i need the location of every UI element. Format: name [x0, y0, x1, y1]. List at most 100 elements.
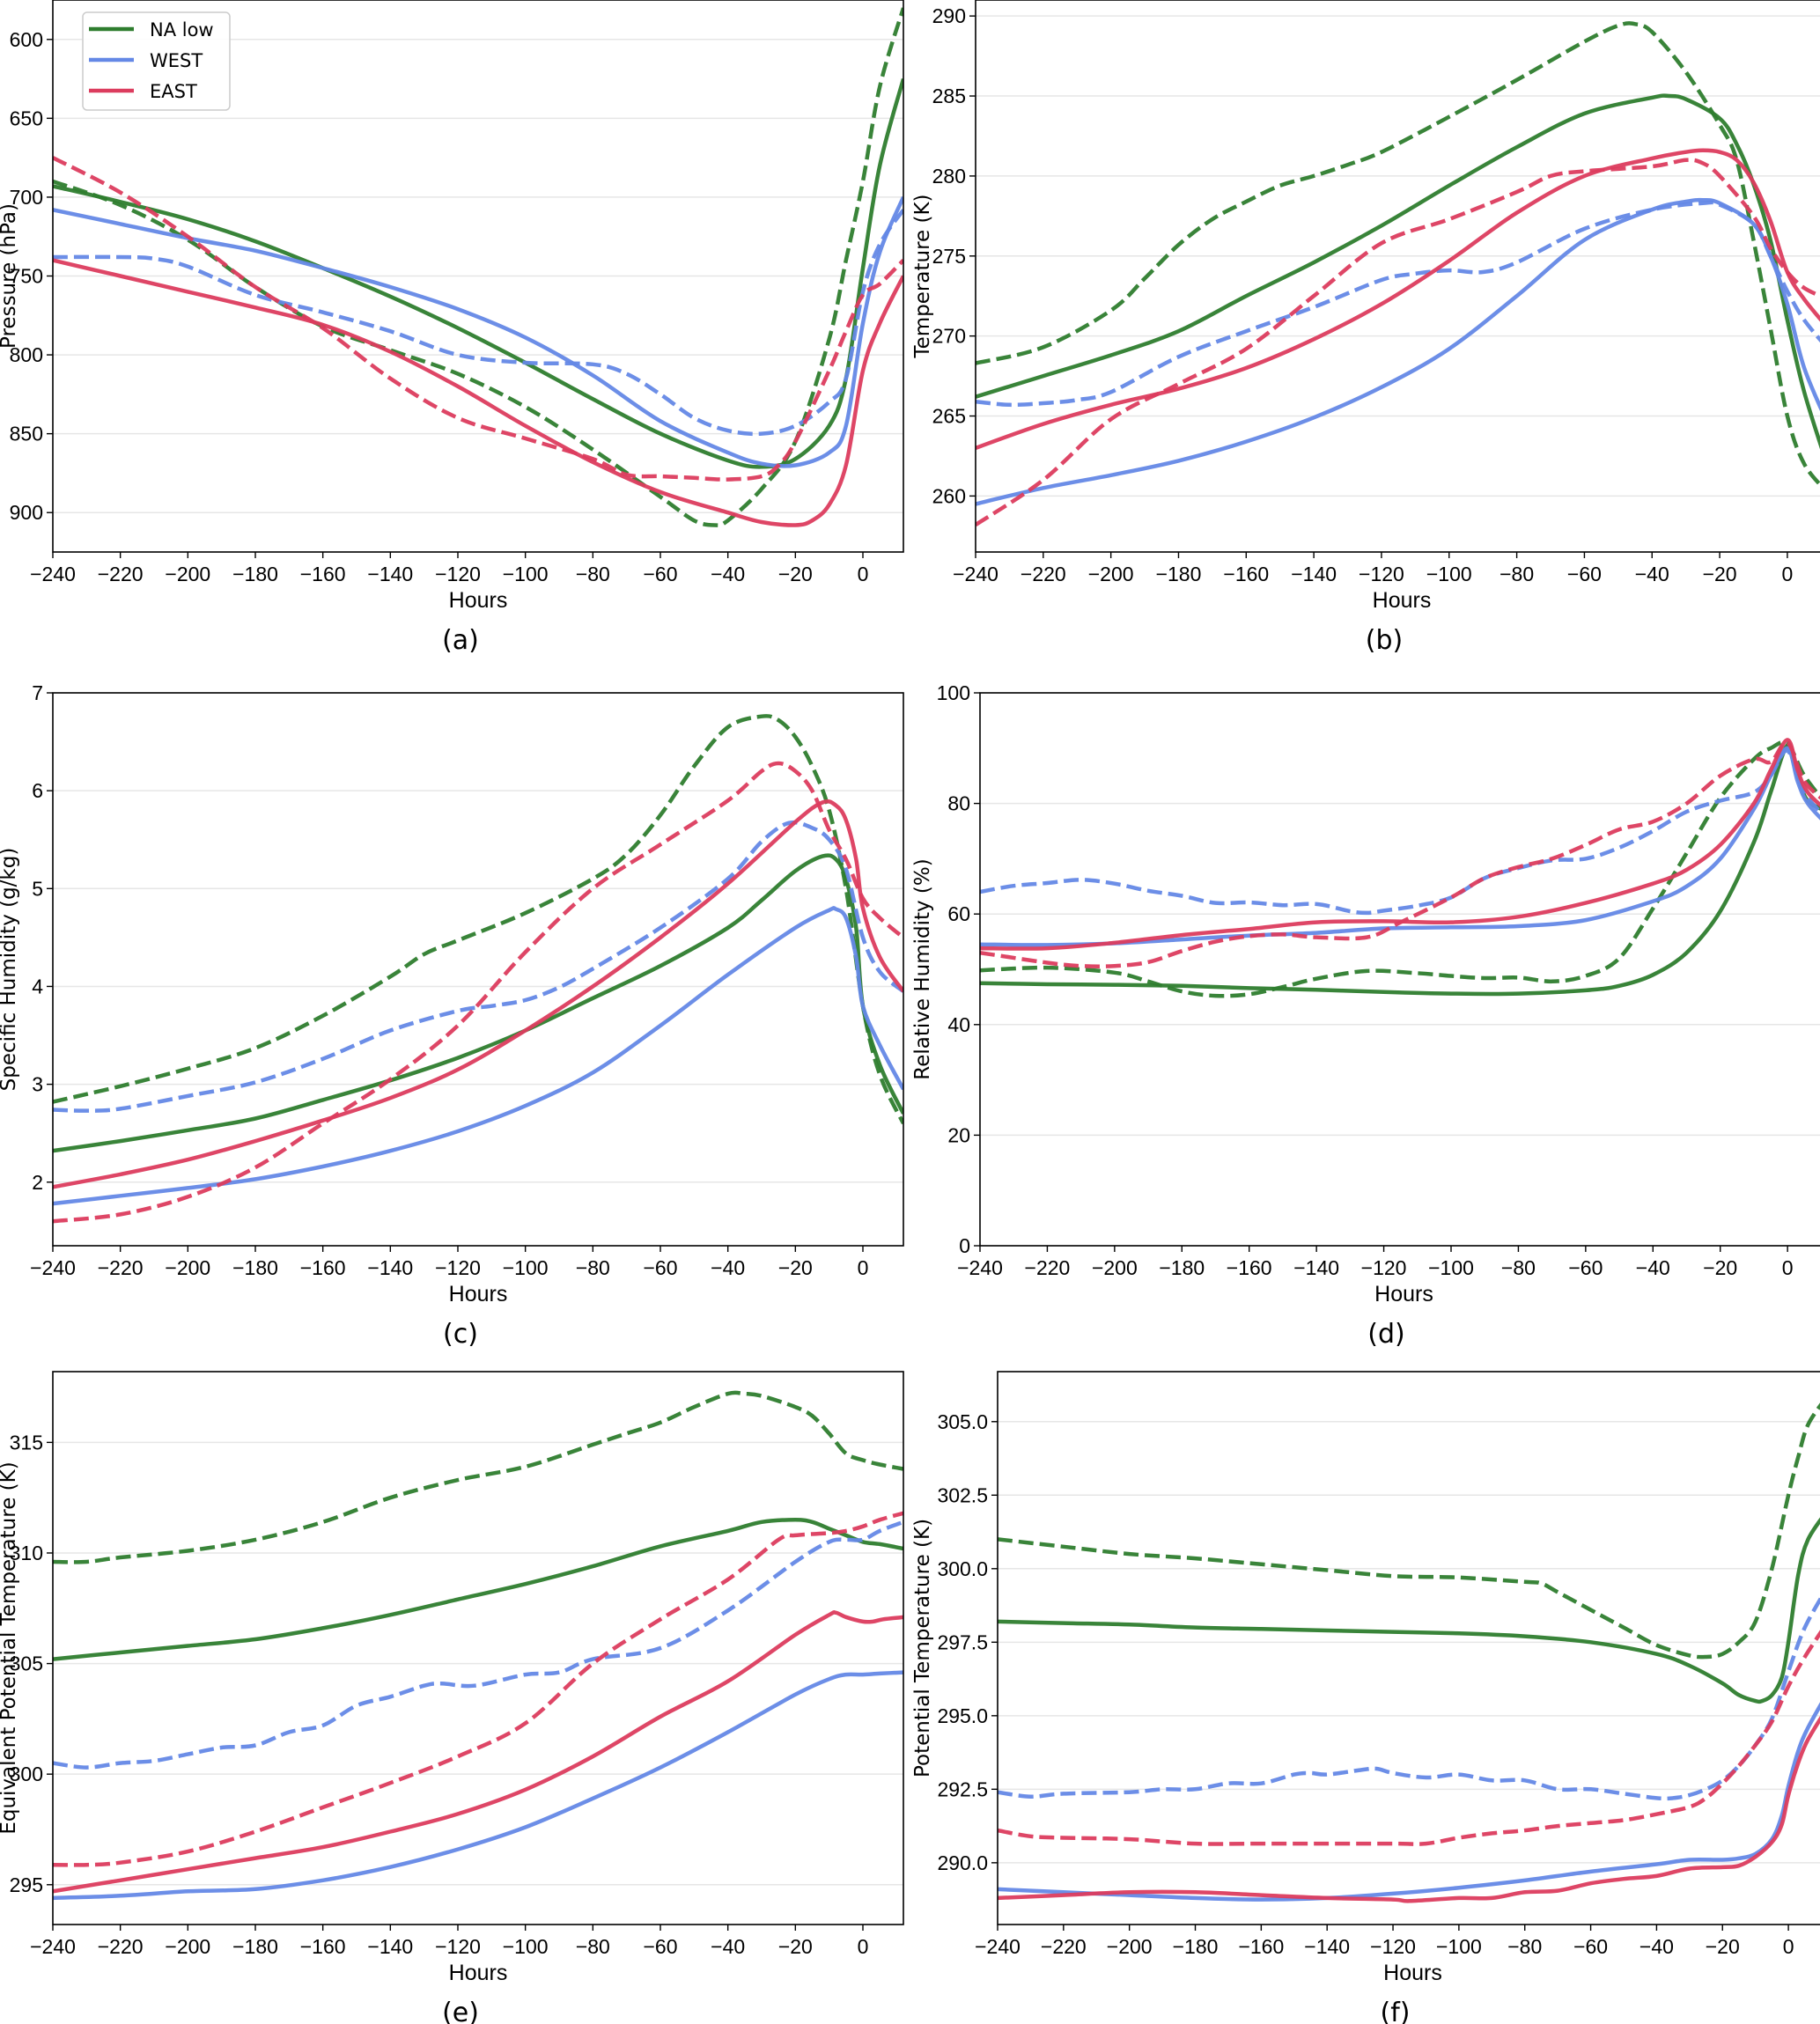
- panel-pressure: 600 650 700 750 800 850 900 −240 −220 −200 −180 −16…: [0, 0, 910, 678]
- x-axis-label: Hours: [1374, 1282, 1433, 1306]
- x-tick-label: 0: [858, 1256, 869, 1279]
- x-tick-label: −240: [975, 1935, 1021, 1958]
- x-tick-label: −200: [1107, 1935, 1153, 1958]
- x-tick-label: −20: [778, 1935, 813, 1958]
- y-tick-label: 290: [932, 4, 966, 27]
- x-tick-label: −60: [643, 1935, 677, 1958]
- y-tick-label: 7: [32, 681, 43, 704]
- x-tick-label: −180: [232, 563, 278, 585]
- y-axis-label: Relative Humidity (%): [911, 858, 934, 1079]
- x-axis-label: Hours: [449, 588, 508, 613]
- panel-potential-temperature: 290.0 292.5 295.0 297.5 300.0 302.5 305.0 −240−…: [910, 1356, 1820, 2024]
- x-tick-label: −220: [1021, 563, 1066, 585]
- x-axis-label: Hours: [449, 1282, 508, 1306]
- series-line-na-low-dashed: [53, 1390, 903, 1564]
- plot-frame: [997, 1371, 1820, 1925]
- y-tick-label: 900: [10, 501, 43, 524]
- series-line-east-dashed: [980, 740, 1820, 969]
- x-tick-label: −100: [1428, 1256, 1474, 1279]
- x-tick-label: −220: [98, 1935, 144, 1958]
- plot-frame: [979, 692, 1820, 1247]
- series-line-east-dashed: [998, 1630, 1820, 1846]
- x-tick-label: 0: [1782, 1256, 1794, 1279]
- x-tick-label: −120: [1370, 1935, 1416, 1958]
- x-tick-label: −220: [1041, 1935, 1087, 1958]
- series-line-west-solid: [980, 746, 1820, 947]
- series-line-east-dashed: [976, 158, 1820, 526]
- y-tick-label: 100: [937, 681, 970, 704]
- y-tick-label: 295.0: [937, 1704, 988, 1727]
- x-tick-label: −60: [1567, 563, 1602, 585]
- y-tick-label: 60: [947, 902, 970, 925]
- series-line-na-low-solid: [53, 853, 903, 1153]
- x-tick-label: −200: [165, 563, 210, 585]
- x-tick-label: −220: [1025, 1256, 1071, 1279]
- series-line-west-dashed: [53, 820, 903, 1113]
- x-tick-label: −140: [367, 563, 413, 585]
- series-line-na-low-solid: [53, 1518, 903, 1661]
- x-tick-label: −80: [1501, 1256, 1536, 1279]
- x-tick-label: −180: [232, 1256, 278, 1279]
- y-tick-label: 260: [932, 484, 966, 507]
- series-line-east-solid: [976, 148, 1820, 451]
- panel-specific-humidity: 2 3 4 5 6 7 −240 −220 −200 −180 −160 −140 −120 −100 −8…: [0, 678, 910, 1356]
- x-tick-label: −120: [435, 1256, 481, 1279]
- x-tick-label: −180: [1156, 563, 1202, 585]
- x-tick-label: −220: [98, 563, 144, 585]
- y-tick-label: 305: [10, 1652, 43, 1675]
- x-tick-label: −20: [1706, 1935, 1740, 1958]
- panel-caption: (d): [1367, 1319, 1404, 1350]
- series-line-na-low-dashed: [976, 21, 1820, 488]
- y-tick-label: 800: [10, 343, 43, 366]
- y-tick-label: 270: [932, 325, 966, 348]
- x-tick-label: −160: [1223, 563, 1269, 585]
- series-line-na-low-solid: [998, 1517, 1820, 1704]
- y-tick-label: 275: [932, 245, 966, 268]
- series-line-na-low-dashed: [980, 740, 1820, 998]
- x-tick-label: −200: [1092, 1256, 1138, 1279]
- y-tick-label: 6: [32, 779, 43, 802]
- y-tick-label: 290.0: [937, 1851, 988, 1874]
- x-tick-label: −20: [778, 1256, 813, 1279]
- series-line-west-solid: [976, 197, 1820, 506]
- y-tick-label: 80: [947, 792, 970, 815]
- x-tick-label: −40: [1635, 563, 1669, 585]
- x-tick-label: −40: [1639, 1935, 1674, 1958]
- y-tick-label: 305.0: [937, 1410, 988, 1433]
- x-tick-label: −240: [30, 1256, 76, 1279]
- x-axis-label: Hours: [449, 1961, 508, 1985]
- x-tick-label: −60: [643, 563, 677, 585]
- y-tick-label: 2: [32, 1171, 43, 1194]
- y-tick-label: 850: [10, 423, 43, 445]
- y-tick-label: 280: [932, 165, 966, 188]
- x-tick-label: −60: [1573, 1935, 1608, 1958]
- x-tick-label: −80: [1499, 563, 1534, 585]
- series-line-west-dashed: [980, 748, 1820, 916]
- chart-svg: 290.0292.5295.0297.5300.0302.5305.0−240−…: [911, 1371, 1820, 2024]
- y-tick-label: 300: [10, 1763, 43, 1785]
- series-line-east-dashed: [53, 761, 903, 1224]
- x-tick-label: −20: [1703, 1256, 1737, 1279]
- series-line-west-solid: [53, 1670, 903, 1901]
- x-tick-label: 0: [1782, 563, 1794, 585]
- y-tick-label: 700: [10, 186, 43, 209]
- x-tick-label: −120: [435, 1935, 481, 1958]
- x-tick-label: −160: [1227, 1256, 1272, 1279]
- y-tick-label: 302.5: [937, 1483, 988, 1506]
- panel-caption: (c): [443, 1319, 478, 1350]
- panel-temperature: 260 265 270 275 280 285 290 −240 −220 −200 −180 −16…: [910, 0, 1820, 678]
- plot-frame: [52, 692, 904, 1247]
- x-tick-label: −160: [300, 1935, 346, 1958]
- x-tick-label: −100: [503, 563, 549, 585]
- legend: NA low WEST EAST: [82, 11, 231, 111]
- x-tick-label: −20: [778, 563, 813, 585]
- y-tick-label: 40: [947, 1013, 970, 1036]
- x-tick-label: −80: [1507, 1935, 1542, 1958]
- series-line-west-dashed: [998, 1595, 1820, 1801]
- y-tick-label: 600: [10, 28, 43, 51]
- y-tick-label: 0: [959, 1234, 970, 1257]
- x-tick-label: −120: [435, 563, 481, 585]
